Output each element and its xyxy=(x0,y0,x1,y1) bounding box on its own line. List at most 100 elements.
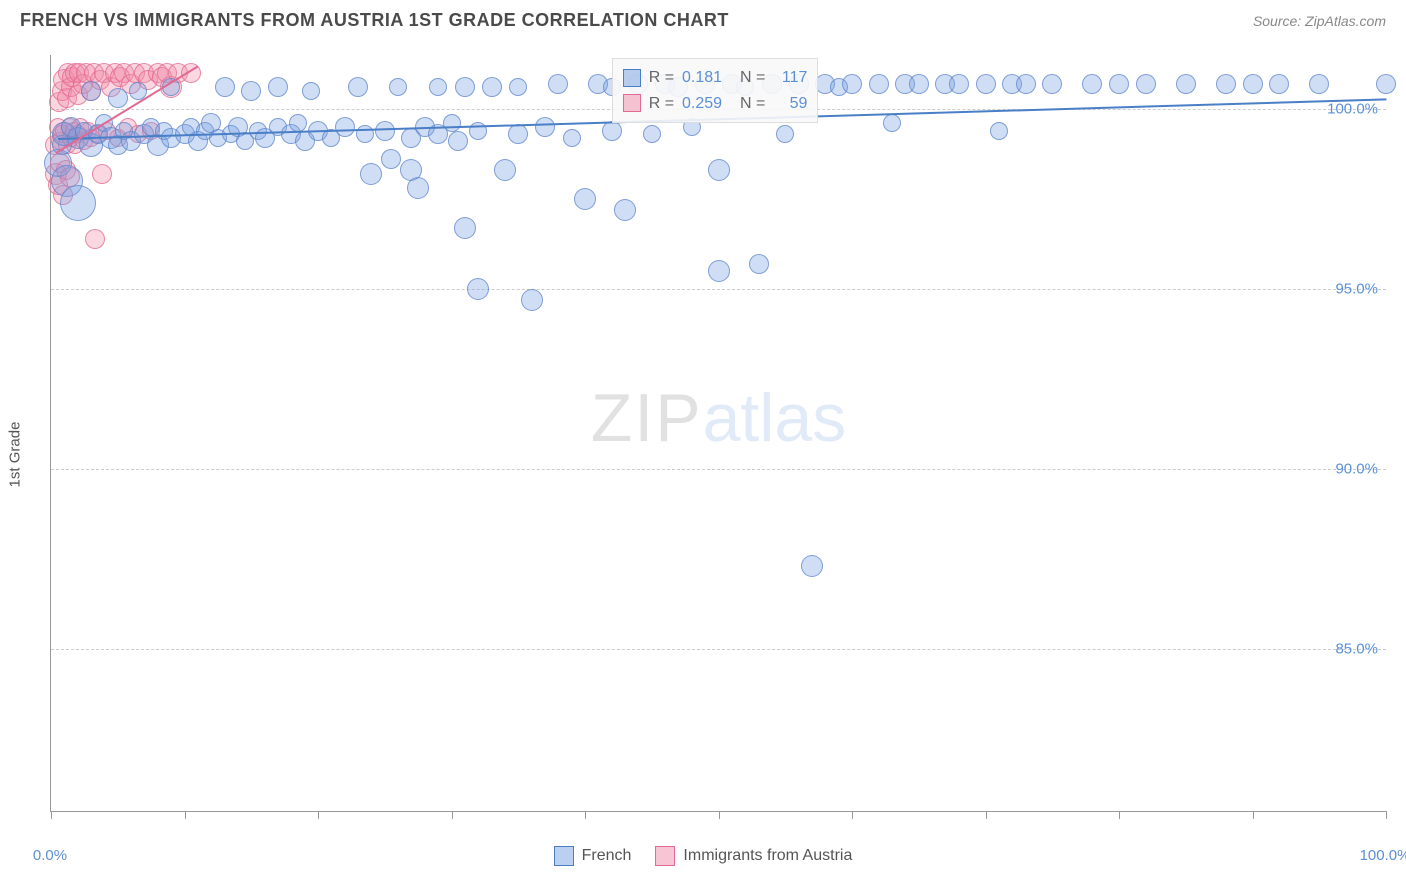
watermark-zip: ZIP xyxy=(591,380,703,456)
scatter-point-pink xyxy=(85,229,105,249)
scatter-point-blue xyxy=(482,77,502,97)
scatter-point-blue xyxy=(1309,74,1329,94)
scatter-point-blue xyxy=(548,74,568,94)
y-axis-label: 1st Grade xyxy=(7,422,24,488)
scatter-point-blue xyxy=(1243,74,1263,94)
x-tick-mark xyxy=(1253,811,1254,819)
y-tick-label: 100.0% xyxy=(1327,101,1378,118)
scatter-point-blue xyxy=(215,77,235,97)
scatter-point-blue xyxy=(521,289,543,311)
scatter-chart: ZIPatlas 100.0% 95.0% 90.0% 85.0% R = 0.181 N … xyxy=(50,55,1386,812)
stats-n-value: 117 xyxy=(773,65,807,91)
scatter-point-blue xyxy=(407,177,429,199)
scatter-point-blue xyxy=(801,555,823,577)
gridline-horizontal xyxy=(51,649,1386,650)
legend-item-pink: Immigrants from Austria xyxy=(655,846,852,866)
x-tick-mark xyxy=(452,811,453,819)
scatter-point-blue xyxy=(360,163,382,185)
scatter-point-blue xyxy=(708,159,730,181)
y-tick-label: 90.0% xyxy=(1335,461,1378,478)
scatter-point-blue xyxy=(1016,74,1036,94)
chart-title: FRENCH VS IMMIGRANTS FROM AUSTRIA 1ST GR… xyxy=(20,10,729,31)
scatter-point-blue xyxy=(1109,74,1129,94)
x-tick-mark xyxy=(852,811,853,819)
scatter-point-blue xyxy=(455,77,475,97)
x-tick-mark xyxy=(1386,811,1387,819)
y-tick-label: 85.0% xyxy=(1335,641,1378,658)
scatter-point-blue xyxy=(302,82,320,100)
scatter-point-blue xyxy=(708,260,730,282)
scatter-point-blue xyxy=(348,77,368,97)
stats-row: R = 0.181 N = 117 xyxy=(623,65,808,91)
x-tick-mark xyxy=(986,811,987,819)
scatter-point-blue xyxy=(1269,74,1289,94)
stats-n-label: N = xyxy=(740,65,765,91)
legend: French Immigrants from Austria xyxy=(0,846,1406,866)
scatter-point-blue xyxy=(241,81,261,101)
scatter-point-blue xyxy=(108,88,128,108)
scatter-point-pink xyxy=(92,164,112,184)
x-tick-label: 100.0% xyxy=(1360,847,1406,864)
scatter-point-blue xyxy=(467,278,489,300)
stats-n-value: 59 xyxy=(773,91,807,117)
stats-r-value: 0.259 xyxy=(682,91,732,117)
scatter-point-blue xyxy=(429,78,447,96)
stats-swatch-pink xyxy=(623,94,641,112)
scatter-point-blue xyxy=(494,159,516,181)
scatter-point-blue xyxy=(614,199,636,221)
scatter-point-blue xyxy=(389,78,407,96)
legend-label: French xyxy=(582,847,632,865)
scatter-point-blue xyxy=(1082,74,1102,94)
scatter-point-blue xyxy=(776,125,794,143)
gridline-horizontal xyxy=(51,469,1386,470)
scatter-point-blue xyxy=(949,74,969,94)
scatter-point-blue xyxy=(375,121,395,141)
scatter-point-blue xyxy=(909,74,929,94)
x-tick-mark xyxy=(185,811,186,819)
scatter-point-blue xyxy=(990,122,1008,140)
scatter-point-blue xyxy=(508,124,528,144)
stats-r-label: R = xyxy=(649,91,674,117)
x-tick-mark xyxy=(51,811,52,819)
scatter-point-blue xyxy=(1376,74,1396,94)
scatter-point-blue xyxy=(749,254,769,274)
chart-header: FRENCH VS IMMIGRANTS FROM AUSTRIA 1ST GR… xyxy=(0,0,1406,36)
x-tick-mark xyxy=(1119,811,1120,819)
stats-box: R = 0.181 N = 117R = 0.259 N = 59 xyxy=(612,58,819,123)
scatter-point-blue xyxy=(1042,74,1062,94)
scatter-point-blue xyxy=(443,114,461,132)
stats-swatch-blue xyxy=(623,69,641,87)
stats-r-value: 0.181 xyxy=(682,65,732,91)
legend-item-blue: French xyxy=(554,846,632,866)
watermark-atlas: atlas xyxy=(703,380,847,456)
stats-r-label: R = xyxy=(649,65,674,91)
scatter-point-blue xyxy=(1216,74,1236,94)
watermark: ZIPatlas xyxy=(591,379,846,457)
scatter-point-blue xyxy=(563,129,581,147)
x-tick-mark xyxy=(585,811,586,819)
y-tick-label: 95.0% xyxy=(1335,281,1378,298)
x-tick-mark xyxy=(318,811,319,819)
legend-label: Immigrants from Austria xyxy=(683,847,852,865)
scatter-point-blue xyxy=(1176,74,1196,94)
chart-source: Source: ZipAtlas.com xyxy=(1253,13,1386,29)
scatter-point-blue xyxy=(81,81,101,101)
scatter-point-blue xyxy=(335,117,355,137)
scatter-point-blue xyxy=(842,74,862,94)
scatter-point-blue xyxy=(1136,74,1156,94)
scatter-point-blue xyxy=(535,117,555,137)
scatter-point-blue xyxy=(381,149,401,169)
x-tick-label: 0.0% xyxy=(33,847,67,864)
scatter-point-blue xyxy=(268,77,288,97)
stats-row: R =0.259N =59 xyxy=(623,91,808,117)
legend-swatch-blue xyxy=(554,846,574,866)
gridline-horizontal xyxy=(51,289,1386,290)
scatter-point-blue xyxy=(643,125,661,143)
scatter-point-blue xyxy=(454,217,476,239)
legend-swatch-pink xyxy=(655,846,675,866)
x-tick-mark xyxy=(719,811,720,819)
scatter-point-blue xyxy=(869,74,889,94)
scatter-point-blue xyxy=(509,78,527,96)
scatter-point-blue xyxy=(976,74,996,94)
scatter-point-blue xyxy=(60,185,96,221)
